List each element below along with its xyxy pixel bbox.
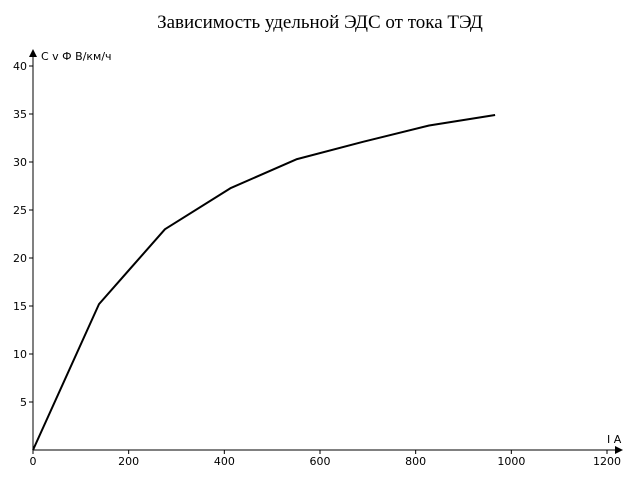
chart-title: Зависимость удельной ЭДС от тока ТЭД bbox=[157, 12, 483, 33]
y-tick-label: 40 bbox=[13, 60, 27, 73]
y-ticks: 5 10 15 20 25 30 35 40 bbox=[13, 60, 33, 409]
y-axis-arrow bbox=[29, 49, 37, 57]
series-line-0 bbox=[32, 114, 496, 451]
x-axis-label: I A bbox=[607, 433, 622, 446]
x-tick-label: 1000 bbox=[497, 455, 525, 468]
y-tick-label: 30 bbox=[13, 156, 27, 169]
y-axis-label: C v Ф В/км/ч bbox=[41, 50, 112, 63]
x-tick-label: 800 bbox=[405, 455, 426, 468]
x-tick-label: 600 bbox=[310, 455, 331, 468]
axes bbox=[29, 49, 623, 454]
x-tick-label: 400 bbox=[214, 455, 235, 468]
y-tick-label: 35 bbox=[13, 108, 27, 121]
y-tick-label: 20 bbox=[13, 252, 27, 265]
y-tick-label: 5 bbox=[20, 396, 27, 409]
y-tick-label: 25 bbox=[13, 204, 27, 217]
x-axis-arrow bbox=[615, 446, 623, 454]
y-tick-label: 15 bbox=[13, 300, 27, 313]
x-ticks: 0 200 400 600 800 1000 1200 bbox=[30, 450, 621, 468]
x-tick-label: 200 bbox=[118, 455, 139, 468]
y-tick-label: 10 bbox=[13, 348, 27, 361]
x-tick-label: 0 bbox=[30, 455, 37, 468]
x-tick-label: 1200 bbox=[593, 455, 621, 468]
plot-lines bbox=[32, 114, 496, 451]
